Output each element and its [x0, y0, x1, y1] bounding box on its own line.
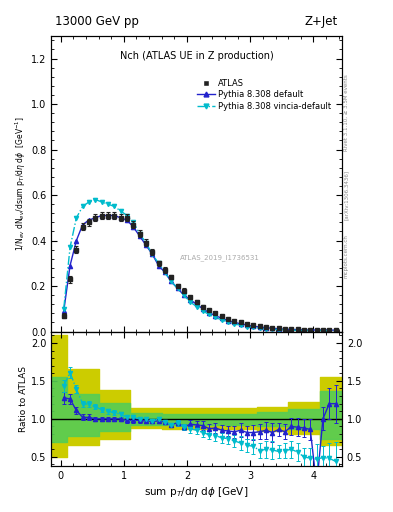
Text: [arXiv:1306.3436]: [arXiv:1306.3436]: [344, 169, 349, 220]
Text: Nch (ATLAS UE in Z production): Nch (ATLAS UE in Z production): [119, 51, 274, 60]
Y-axis label: Ratio to ATLAS: Ratio to ATLAS: [19, 366, 28, 432]
Legend: ATLAS, Pythia 8.308 default, Pythia 8.308 vincia-default: ATLAS, Pythia 8.308 default, Pythia 8.30…: [193, 75, 335, 114]
Text: mcplots.cern.ch: mcplots.cern.ch: [344, 234, 349, 278]
X-axis label: sum p$_T$/d$\eta$ d$\phi$ [GeV]: sum p$_T$/d$\eta$ d$\phi$ [GeV]: [144, 485, 249, 499]
Text: Z+Jet: Z+Jet: [305, 15, 338, 28]
Text: 13000 GeV pp: 13000 GeV pp: [55, 15, 139, 28]
Text: ATLAS_2019_I1736531: ATLAS_2019_I1736531: [180, 254, 260, 261]
Text: Rivet 3.1.10, ≥ 3.5M events: Rivet 3.1.10, ≥ 3.5M events: [344, 74, 349, 151]
Y-axis label: 1/N$_{ev}$ dN$_{ev}$/dsum p$_{T}$/d$\eta$ d$\phi$  [GeV$^{-1}$]: 1/N$_{ev}$ dN$_{ev}$/dsum p$_{T}$/d$\eta…: [14, 116, 28, 251]
